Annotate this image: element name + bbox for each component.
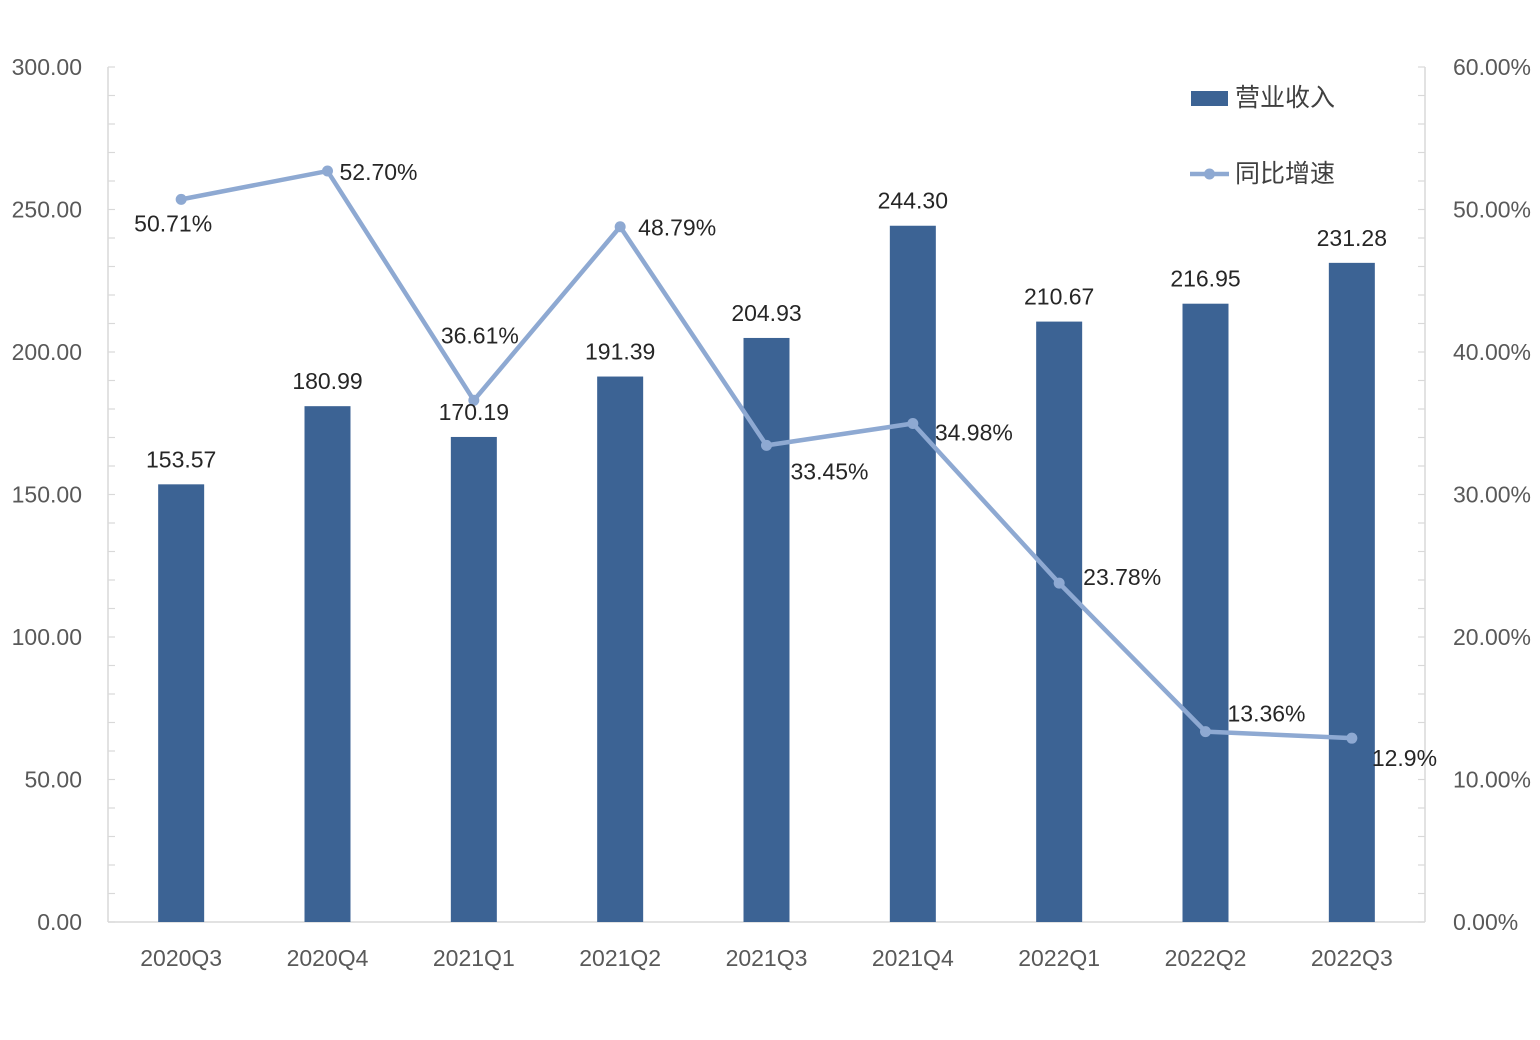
growth-value-label: 12.9% xyxy=(1372,745,1437,771)
x-tick-label: 2021Q3 xyxy=(726,945,808,971)
bar xyxy=(304,406,351,923)
bar-value-label: 204.93 xyxy=(731,300,801,326)
right-tick-label: 50.00% xyxy=(1453,197,1531,223)
axes: 0.00 50.00 100.00 150.00 200.00 250.00 300.00 0… xyxy=(12,54,1531,971)
right-tick-label: 30.00% xyxy=(1453,482,1531,508)
growth-value-label: 52.70% xyxy=(340,159,418,185)
growth-value-label: 13.36% xyxy=(1228,701,1306,727)
bar-value-label: 210.67 xyxy=(1024,284,1094,310)
bar-value-label: 191.39 xyxy=(585,339,655,365)
legend-label-growth: 同比增速 xyxy=(1235,159,1335,188)
growth-point xyxy=(1346,732,1358,744)
bar-value-label: 170.19 xyxy=(439,399,509,425)
line-series xyxy=(175,165,1358,744)
growth-value-label: 50.71% xyxy=(134,210,212,236)
growth-point xyxy=(614,221,626,233)
x-tick-label: 2020Q4 xyxy=(287,945,369,971)
growth-value-label: 23.78% xyxy=(1083,564,1161,590)
left-tick-label: 150.00 xyxy=(12,482,82,508)
bar xyxy=(1182,303,1229,922)
bar xyxy=(450,436,497,922)
left-tick-label: 200.00 xyxy=(12,339,82,365)
bar xyxy=(889,225,936,922)
bar-series xyxy=(158,225,1375,923)
growth-point xyxy=(468,394,480,406)
x-tick-label: 2022Q3 xyxy=(1311,945,1393,971)
right-tick-label: 0.00% xyxy=(1453,909,1518,935)
bar xyxy=(743,337,790,923)
x-tick-label: 2021Q2 xyxy=(579,945,661,971)
growth-point xyxy=(1053,577,1065,589)
growth-value-label: 34.98% xyxy=(935,420,1013,446)
growth-point xyxy=(907,418,919,430)
x-tick-label: 2020Q3 xyxy=(140,945,222,971)
growth-point xyxy=(761,439,772,451)
bar xyxy=(158,484,205,922)
bar-value-label: 180.99 xyxy=(292,368,362,394)
bar xyxy=(1036,321,1083,922)
growth-point xyxy=(1200,726,1211,738)
growth-value-label: 33.45% xyxy=(791,458,869,484)
legend-swatch-bar xyxy=(1191,91,1228,106)
growth-value-label: 48.79% xyxy=(638,215,716,241)
legend-swatch-marker xyxy=(1204,168,1215,180)
right-tick-label: 20.00% xyxy=(1453,624,1531,650)
growth-point xyxy=(175,193,187,205)
right-tick-label: 10.00% xyxy=(1453,767,1531,793)
legend-label-revenue: 营业收入 xyxy=(1235,83,1335,112)
x-tick-label: 2022Q2 xyxy=(1165,945,1247,971)
x-tick-label: 2021Q1 xyxy=(433,945,515,971)
left-tick-label: 50.00 xyxy=(24,767,82,793)
bar-value-label: 244.30 xyxy=(878,188,948,214)
growth-point xyxy=(322,165,333,177)
left-tick-label: 300.00 xyxy=(12,54,82,80)
left-tick-label: 0.00 xyxy=(37,909,82,935)
data-labels: 153.57 180.99 170.19 191.39 204.93 244.30 210.… xyxy=(134,159,1437,771)
left-tick-label: 100.00 xyxy=(12,624,82,650)
x-tick-label: 2021Q4 xyxy=(872,945,954,971)
bar-value-label: 216.95 xyxy=(1170,266,1240,292)
bar-value-label: 153.57 xyxy=(146,446,216,472)
right-tick-label: 60.00% xyxy=(1453,54,1531,80)
bar xyxy=(1328,262,1375,922)
right-tick-label: 40.00% xyxy=(1453,339,1531,365)
bar xyxy=(597,376,644,922)
x-tick-label: 2022Q1 xyxy=(1018,945,1100,971)
left-tick-label: 250.00 xyxy=(12,197,82,223)
bar-value-label: 231.28 xyxy=(1317,225,1387,251)
growth-value-label: 36.61% xyxy=(441,322,519,348)
